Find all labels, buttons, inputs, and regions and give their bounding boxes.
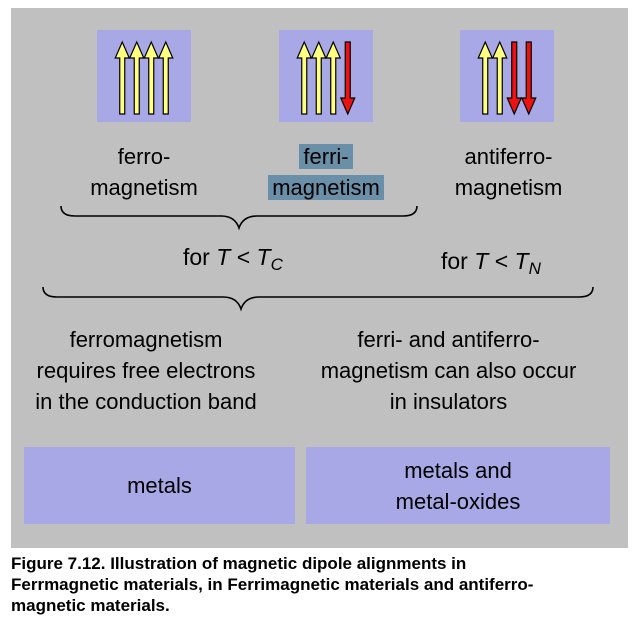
ferro-description-line3: in the conduction band (35, 389, 257, 414)
curie-prefix: for (183, 244, 210, 270)
metals-and-oxides-box-line1: metals and (404, 457, 512, 483)
curie-symbol: T (256, 244, 271, 270)
curie-condition: for T < TC (183, 244, 283, 275)
figure-caption: Figure 7.12. Illustration of magnetic di… (11, 553, 631, 616)
metals-and-oxides-box-line2: metal-oxides (395, 488, 521, 514)
neel-variable: T (474, 248, 489, 274)
neel-condition: for T < TN (441, 248, 541, 279)
ferri-label-line1: ferri- (299, 144, 353, 169)
neel-symbol: T (514, 248, 529, 274)
neel-operator: < (494, 248, 509, 274)
arrow-up-icon (310, 40, 327, 115)
ferro-label-line1: ferro- (117, 144, 171, 169)
antiferro-label: antiferro- magnetism (426, 141, 591, 203)
caption-line1: Figure 7.12. Illustration of magnetic di… (11, 554, 467, 573)
neel-prefix: for (441, 248, 468, 274)
ferro-arrow-box (97, 30, 191, 122)
ferri-antiferro-description-line3: in insulators (389, 389, 508, 414)
lower-brace (42, 286, 594, 312)
antiferro-arrow-box (460, 30, 554, 122)
metals-box-line1: metals (127, 473, 192, 498)
ferro-arrows (114, 40, 174, 115)
ferro-label: ferro- magnetism (64, 141, 224, 203)
ferro-description-line1: ferromagnetism (69, 327, 223, 352)
arrow-down-icon (339, 41, 356, 116)
upper-brace (60, 205, 418, 231)
curie-subscript: C (270, 255, 283, 274)
arrow-up-icon (114, 40, 131, 115)
diagram-panel: ferro- magnetism ferri- magnetism antife… (11, 8, 628, 548)
antiferro-label-line1: antiferro- (464, 144, 553, 169)
ferro-label-line2: magnetism (90, 175, 198, 200)
arrow-down-icon (520, 41, 537, 116)
ferri-antiferro-description-line1: ferri- and antiferro- (357, 327, 540, 352)
ferri-antiferro-description: ferri- and antiferro- magnetism can also… (296, 324, 601, 417)
arrow-up-icon (143, 40, 160, 115)
curie-operator: < (236, 244, 251, 270)
arrow-up-icon (296, 40, 313, 115)
ferro-description: ferromagnetism requires free electrons i… (11, 324, 281, 417)
neel-subscript: N (528, 259, 541, 278)
curie-variable: T (216, 244, 231, 270)
ferri-label: ferri- magnetism (246, 141, 406, 203)
metals-box: metals (24, 447, 295, 524)
arrow-up-icon (128, 40, 145, 115)
ferri-arrows (296, 40, 356, 116)
antiferro-label-line2: magnetism (454, 175, 563, 200)
antiferro-arrows (477, 40, 537, 116)
arrow-up-icon (491, 40, 508, 115)
arrow-up-icon (325, 40, 342, 115)
arrow-up-icon (477, 40, 494, 115)
caption-line2: Ferrmagnetic materials, in Ferrimagnetic… (11, 575, 534, 594)
ferri-label-line2: magnetism (268, 175, 384, 200)
arrow-down-icon (506, 41, 523, 116)
metals-and-oxides-box: metals and metal-oxides (306, 447, 610, 524)
ferri-arrow-box (279, 30, 373, 122)
ferri-antiferro-description-line2: magnetism can also occur (320, 358, 577, 383)
caption-line3: magnetic materials. (11, 596, 170, 615)
arrow-up-icon (157, 40, 174, 115)
ferro-description-line2: requires free electrons (36, 358, 256, 383)
